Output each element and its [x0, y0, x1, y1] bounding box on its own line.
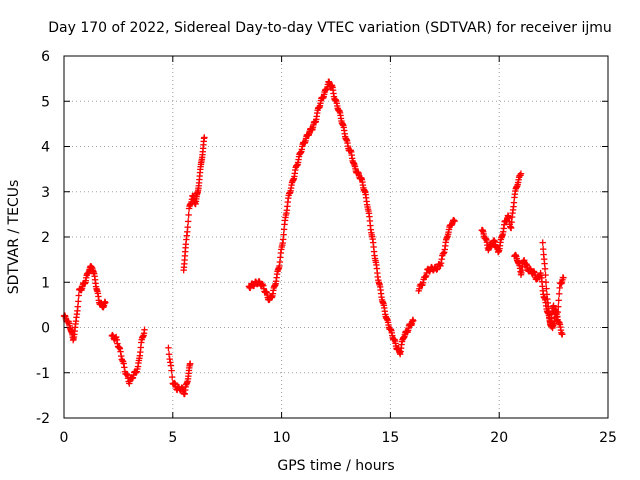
data-point	[187, 360, 194, 367]
data-point	[102, 299, 109, 306]
data-point	[555, 303, 562, 310]
data-point	[560, 274, 567, 281]
data-point	[559, 331, 566, 338]
x-tick-label: 15	[381, 430, 399, 446]
x-axis-label: GPS time / hours	[277, 458, 394, 474]
data-point	[168, 373, 176, 381]
data-point	[141, 326, 148, 333]
y-tick-label: 1	[41, 275, 50, 291]
data-point	[184, 218, 192, 225]
data-point	[542, 278, 550, 286]
y-tick-label: 4	[41, 140, 50, 156]
data-point	[542, 271, 549, 279]
x-tick-labels: 0 5 10 15 20 25	[60, 430, 617, 446]
data-point	[539, 245, 547, 253]
data-point	[201, 134, 208, 141]
data-point	[545, 308, 552, 315]
x-tick-label: 5	[168, 430, 177, 446]
y-tick-label: -1	[36, 366, 50, 382]
y-axis-label: SDTVAR / TECUs	[6, 180, 22, 295]
data-point	[507, 224, 515, 232]
data-point	[555, 297, 562, 304]
x-tick-label: 0	[60, 430, 69, 446]
y-tick-label: 2	[41, 230, 50, 246]
x-tick-label: 20	[490, 430, 508, 446]
data-point	[168, 367, 175, 374]
y-tick-label: 6	[41, 49, 50, 65]
chart-title: Day 170 of 2022, Sidereal Day-to-day VTE…	[48, 20, 612, 36]
data-point	[75, 298, 82, 305]
data-point	[543, 285, 550, 292]
data-point	[184, 223, 191, 231]
x-tick-label: 25	[599, 430, 617, 446]
plot-frame	[63, 55, 609, 419]
data-point	[451, 217, 458, 225]
data-point	[517, 170, 525, 177]
x-tick-label: 10	[273, 430, 291, 446]
y-tick-label: 0	[41, 321, 50, 337]
data-point	[539, 239, 546, 246]
y-tick-label: 3	[41, 185, 50, 201]
y-tick-labels: -2 -1 0 1 2 3 4 5 6	[36, 49, 50, 427]
data-point	[410, 317, 417, 324]
data-point	[185, 211, 192, 219]
data-point	[541, 265, 549, 273]
data-points	[60, 78, 567, 398]
data-point	[555, 290, 563, 298]
data-point	[75, 292, 82, 299]
y-tick-label: -2	[36, 411, 50, 427]
y-tick-label: 5	[41, 94, 50, 110]
data-point	[165, 344, 172, 352]
